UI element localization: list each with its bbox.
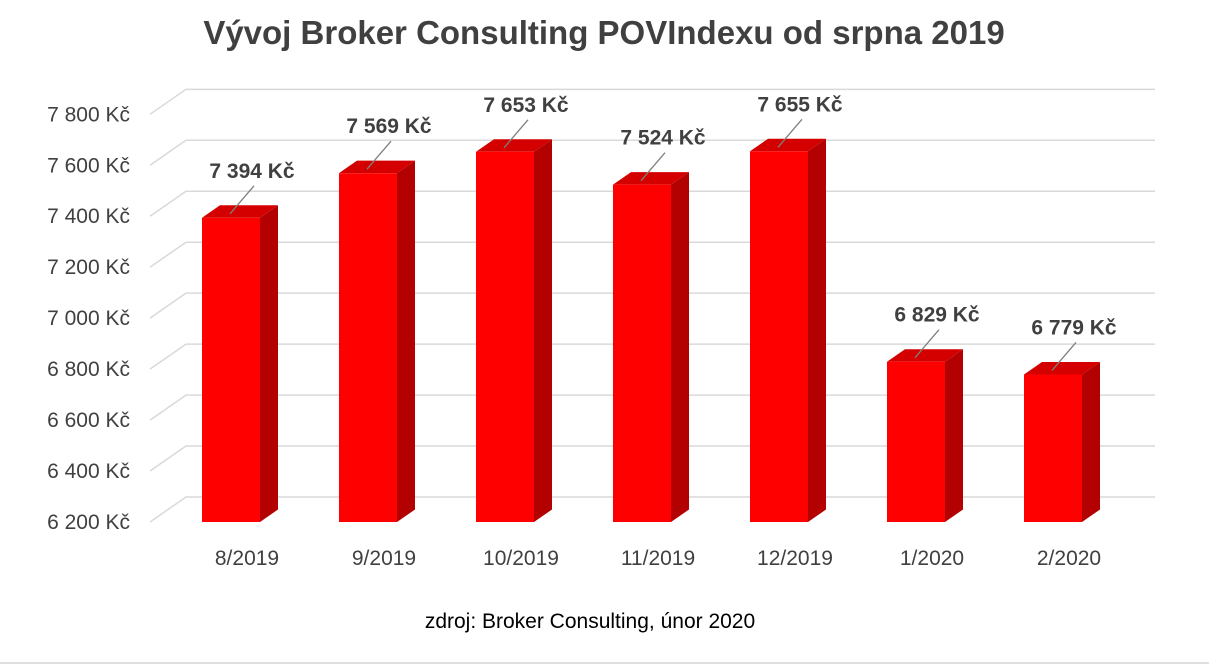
data-label-leader xyxy=(366,140,392,170)
y-tick-label: 6 800 Kč xyxy=(47,358,130,381)
gridline xyxy=(149,292,1155,319)
bar-top xyxy=(750,138,826,152)
bar-side xyxy=(397,160,415,522)
y-tick-label: 6 200 Kč xyxy=(47,511,130,534)
bar xyxy=(1024,374,1082,522)
bar xyxy=(887,361,945,522)
plot-area: 6 200 Kč 6 400 Kč 6 600 Kč 6 800 Kč 7 000 Kč… xyxy=(47,88,1155,570)
data-label: 7 394 Kč xyxy=(209,160,295,183)
data-label: 7 653 Kč xyxy=(483,94,569,117)
data-label: 6 829 Kč xyxy=(894,304,980,327)
data-label-leader xyxy=(229,185,255,215)
y-tick-label: 7 400 Kč xyxy=(47,205,130,228)
gridline xyxy=(149,496,1155,523)
data-label-leader xyxy=(1051,342,1077,371)
gridline xyxy=(149,88,1155,115)
bar-side xyxy=(534,139,552,522)
data-label-leader xyxy=(777,118,803,148)
data-label: 7 524 Kč xyxy=(620,127,706,150)
gridline xyxy=(149,241,1155,268)
data-label-leader xyxy=(640,152,666,182)
gridline xyxy=(149,343,1155,370)
y-tick-label: 6 400 Kč xyxy=(47,460,130,483)
chart-title: Vývoj Broker Consulting POVIndexu od srp… xyxy=(203,14,1004,51)
x-tick-label: 11/2019 xyxy=(621,547,695,570)
y-tick-label: 6 600 Kč xyxy=(47,409,130,432)
bar xyxy=(339,173,397,522)
bar xyxy=(476,151,534,522)
y-tick-label: 7 800 Kč xyxy=(47,103,130,126)
bar-top xyxy=(476,139,552,152)
bar-top xyxy=(339,160,415,174)
y-tick-label: 7 200 Kč xyxy=(47,256,130,279)
source-note: zdroj: Broker Consulting, únor 2020 xyxy=(425,610,755,633)
data-label: 7 569 Kč xyxy=(346,115,432,138)
data-label: 6 779 Kč xyxy=(1031,316,1117,339)
bar xyxy=(613,184,671,522)
x-tick-label: 1/2020 xyxy=(900,547,964,570)
gridline xyxy=(149,445,1155,472)
data-label-leader xyxy=(914,329,940,359)
bar-top xyxy=(613,172,689,185)
bar-top xyxy=(887,349,963,362)
data-label-leader xyxy=(503,119,529,149)
bar-side xyxy=(671,172,689,522)
y-tick-label: 7 000 Kč xyxy=(47,307,130,330)
gridline xyxy=(149,190,1155,217)
bar xyxy=(202,217,260,522)
data-label: 7 655 Kč xyxy=(757,93,843,116)
x-tick-label: 12/2019 xyxy=(757,547,833,570)
gridline xyxy=(149,394,1155,421)
bar xyxy=(750,151,808,523)
bar-side xyxy=(1082,361,1100,522)
bar-top xyxy=(1024,361,1100,375)
bar-side xyxy=(260,205,278,522)
x-tick-label: 2/2020 xyxy=(1037,547,1101,570)
x-tick-label: 8/2019 xyxy=(215,547,279,570)
x-tick-label: 10/2019 xyxy=(483,547,559,570)
gridline xyxy=(149,139,1155,166)
bar-side xyxy=(945,349,963,522)
bar-top xyxy=(202,205,278,218)
y-tick-label: 7 600 Kč xyxy=(47,154,130,177)
x-tick-label: 9/2019 xyxy=(352,547,416,570)
bar-side xyxy=(808,138,826,523)
